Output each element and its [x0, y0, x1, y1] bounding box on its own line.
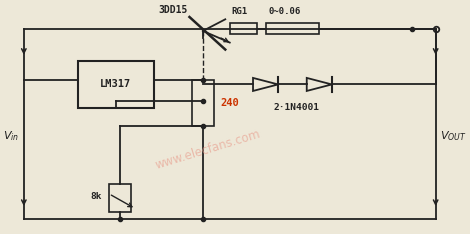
Bar	[266, 23, 319, 34]
Text: 0~0.06: 0~0.06	[268, 7, 300, 16]
Text: www.elecfans.com: www.elecfans.com	[153, 127, 262, 172]
Text: RG1: RG1	[231, 7, 247, 16]
Text: $V_{in}$: $V_{in}$	[3, 129, 19, 143]
Text: 3DD15: 3DD15	[158, 5, 188, 15]
Text: 240: 240	[221, 98, 240, 108]
Bar	[192, 80, 214, 126]
Text: LM317: LM317	[100, 79, 131, 89]
Text: $V_{OUT}$: $V_{OUT}$	[440, 129, 467, 143]
Bar	[110, 184, 131, 212]
Text: 8k: 8k	[91, 192, 102, 201]
Bar	[78, 61, 154, 108]
Bar	[230, 23, 257, 34]
Text: 2·1N4001: 2·1N4001	[274, 103, 320, 112]
